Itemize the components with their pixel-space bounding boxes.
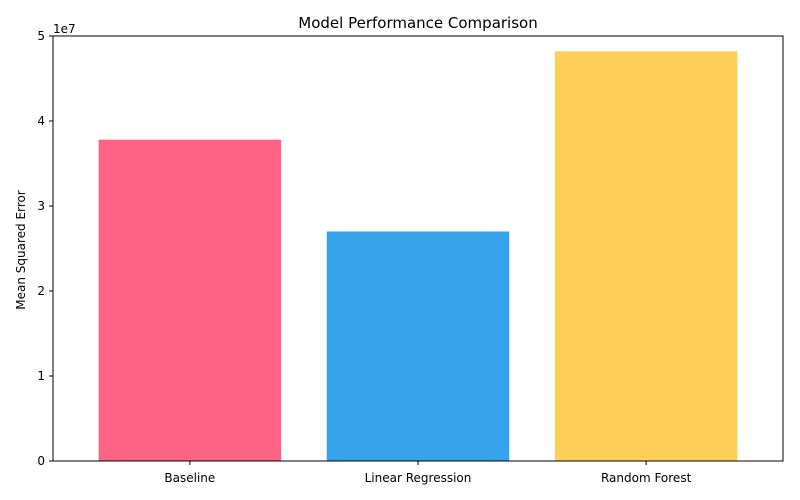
bar-baseline — [98, 139, 282, 461]
y-axis-ticks: 0 1 2 3 4 5 — [37, 29, 53, 468]
y-tick-label: 0 — [37, 454, 45, 468]
x-tick-label: Baseline — [164, 471, 215, 485]
y-tick-label: 5 — [37, 29, 45, 43]
x-tick-label: Random Forest — [601, 471, 692, 485]
y-tick-label: 1 — [37, 369, 45, 383]
y-tick-label: 2 — [37, 284, 45, 298]
x-axis-ticks: Baseline Linear Regression Random Forest — [164, 461, 692, 485]
x-tick-label: Linear Regression — [365, 471, 472, 485]
y-axis-scale-label: 1e7 — [53, 22, 76, 36]
bar-random-forest — [554, 51, 738, 462]
y-tick-label: 4 — [37, 114, 45, 128]
bars-group — [98, 51, 738, 462]
y-axis-label: Mean Squared Error — [14, 190, 28, 310]
y-tick-label: 3 — [37, 199, 45, 213]
plot-frame — [52, 35, 784, 462]
bar-linear-regression — [326, 231, 510, 461]
chart-title: Model Performance Comparison — [298, 14, 537, 32]
